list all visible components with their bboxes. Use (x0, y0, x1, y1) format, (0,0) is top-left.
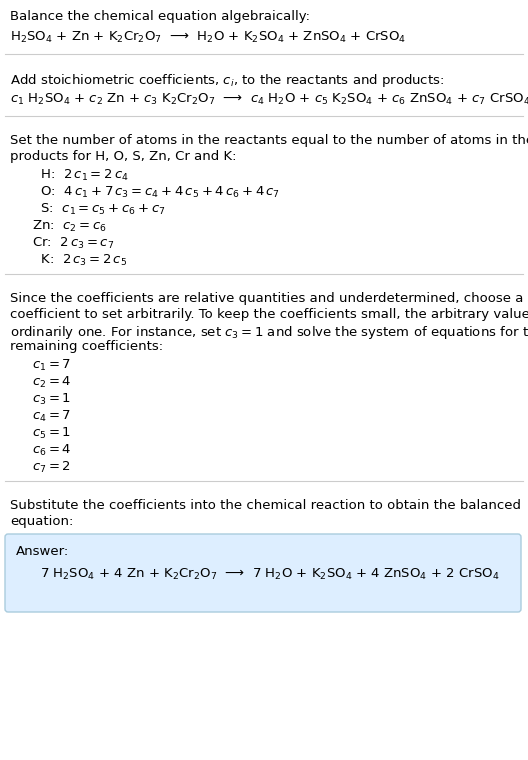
Text: Since the coefficients are relative quantities and underdetermined, choose a: Since the coefficients are relative quan… (10, 292, 523, 305)
Text: products for H, O, S, Zn, Cr and K:: products for H, O, S, Zn, Cr and K: (10, 150, 237, 163)
Text: Add stoichiometric coefficients, $c_i$, to the reactants and products:: Add stoichiometric coefficients, $c_i$, … (10, 72, 444, 89)
Text: $c_3 = 1$: $c_3 = 1$ (32, 392, 71, 407)
Text: ordinarily one. For instance, set $c_3 = 1$ and solve the system of equations fo: ordinarily one. For instance, set $c_3 =… (10, 324, 528, 341)
Text: K:  $2\,c_3 = 2\,c_5$: K: $2\,c_3 = 2\,c_5$ (32, 253, 127, 268)
Text: Substitute the coefficients into the chemical reaction to obtain the balanced: Substitute the coefficients into the che… (10, 499, 521, 512)
Text: equation:: equation: (10, 515, 73, 528)
Text: $c_1$ H$_2$SO$_4$ + $c_2$ Zn + $c_3$ K$_2$Cr$_2$O$_7$  ⟶  $c_4$ H$_2$O + $c_5$ K: $c_1$ H$_2$SO$_4$ + $c_2$ Zn + $c_3$ K$_… (10, 92, 528, 107)
Text: Answer:: Answer: (16, 545, 69, 558)
Text: Balance the chemical equation algebraically:: Balance the chemical equation algebraica… (10, 10, 310, 23)
FancyBboxPatch shape (5, 534, 521, 612)
Text: Cr:  $2\,c_3 = c_7$: Cr: $2\,c_3 = c_7$ (32, 236, 115, 251)
Text: $c_4 = 7$: $c_4 = 7$ (32, 409, 71, 424)
Text: S:  $c_1 = c_5 + c_6 + c_7$: S: $c_1 = c_5 + c_6 + c_7$ (32, 202, 166, 217)
Text: Set the number of atoms in the reactants equal to the number of atoms in the: Set the number of atoms in the reactants… (10, 134, 528, 147)
Text: Zn:  $c_2 = c_6$: Zn: $c_2 = c_6$ (32, 219, 107, 234)
Text: $c_5 = 1$: $c_5 = 1$ (32, 426, 71, 441)
Text: O:  $4\,c_1 + 7\,c_3 = c_4 + 4\,c_5 + 4\,c_6 + 4\,c_7$: O: $4\,c_1 + 7\,c_3 = c_4 + 4\,c_5 + 4\,… (32, 185, 280, 200)
Text: $c_2 = 4$: $c_2 = 4$ (32, 375, 71, 390)
Text: coefficient to set arbitrarily. To keep the coefficients small, the arbitrary va: coefficient to set arbitrarily. To keep … (10, 308, 528, 321)
Text: $c_7 = 2$: $c_7 = 2$ (32, 460, 71, 475)
Text: H$_2$SO$_4$ + Zn + K$_2$Cr$_2$O$_7$  ⟶  H$_2$O + K$_2$SO$_4$ + ZnSO$_4$ + CrSO$_: H$_2$SO$_4$ + Zn + K$_2$Cr$_2$O$_7$ ⟶ H$… (10, 30, 406, 45)
Text: $7$ H$_2$SO$_4$ + $4$ Zn + K$_2$Cr$_2$O$_7$  ⟶  $7$ H$_2$O + K$_2$SO$_4$ + $4$ Z: $7$ H$_2$SO$_4$ + $4$ Zn + K$_2$Cr$_2$O$… (40, 567, 499, 582)
Text: H:  $2\,c_1 = 2\,c_4$: H: $2\,c_1 = 2\,c_4$ (32, 168, 129, 183)
Text: $c_1 = 7$: $c_1 = 7$ (32, 358, 71, 373)
Text: remaining coefficients:: remaining coefficients: (10, 340, 163, 353)
Text: $c_6 = 4$: $c_6 = 4$ (32, 443, 71, 458)
